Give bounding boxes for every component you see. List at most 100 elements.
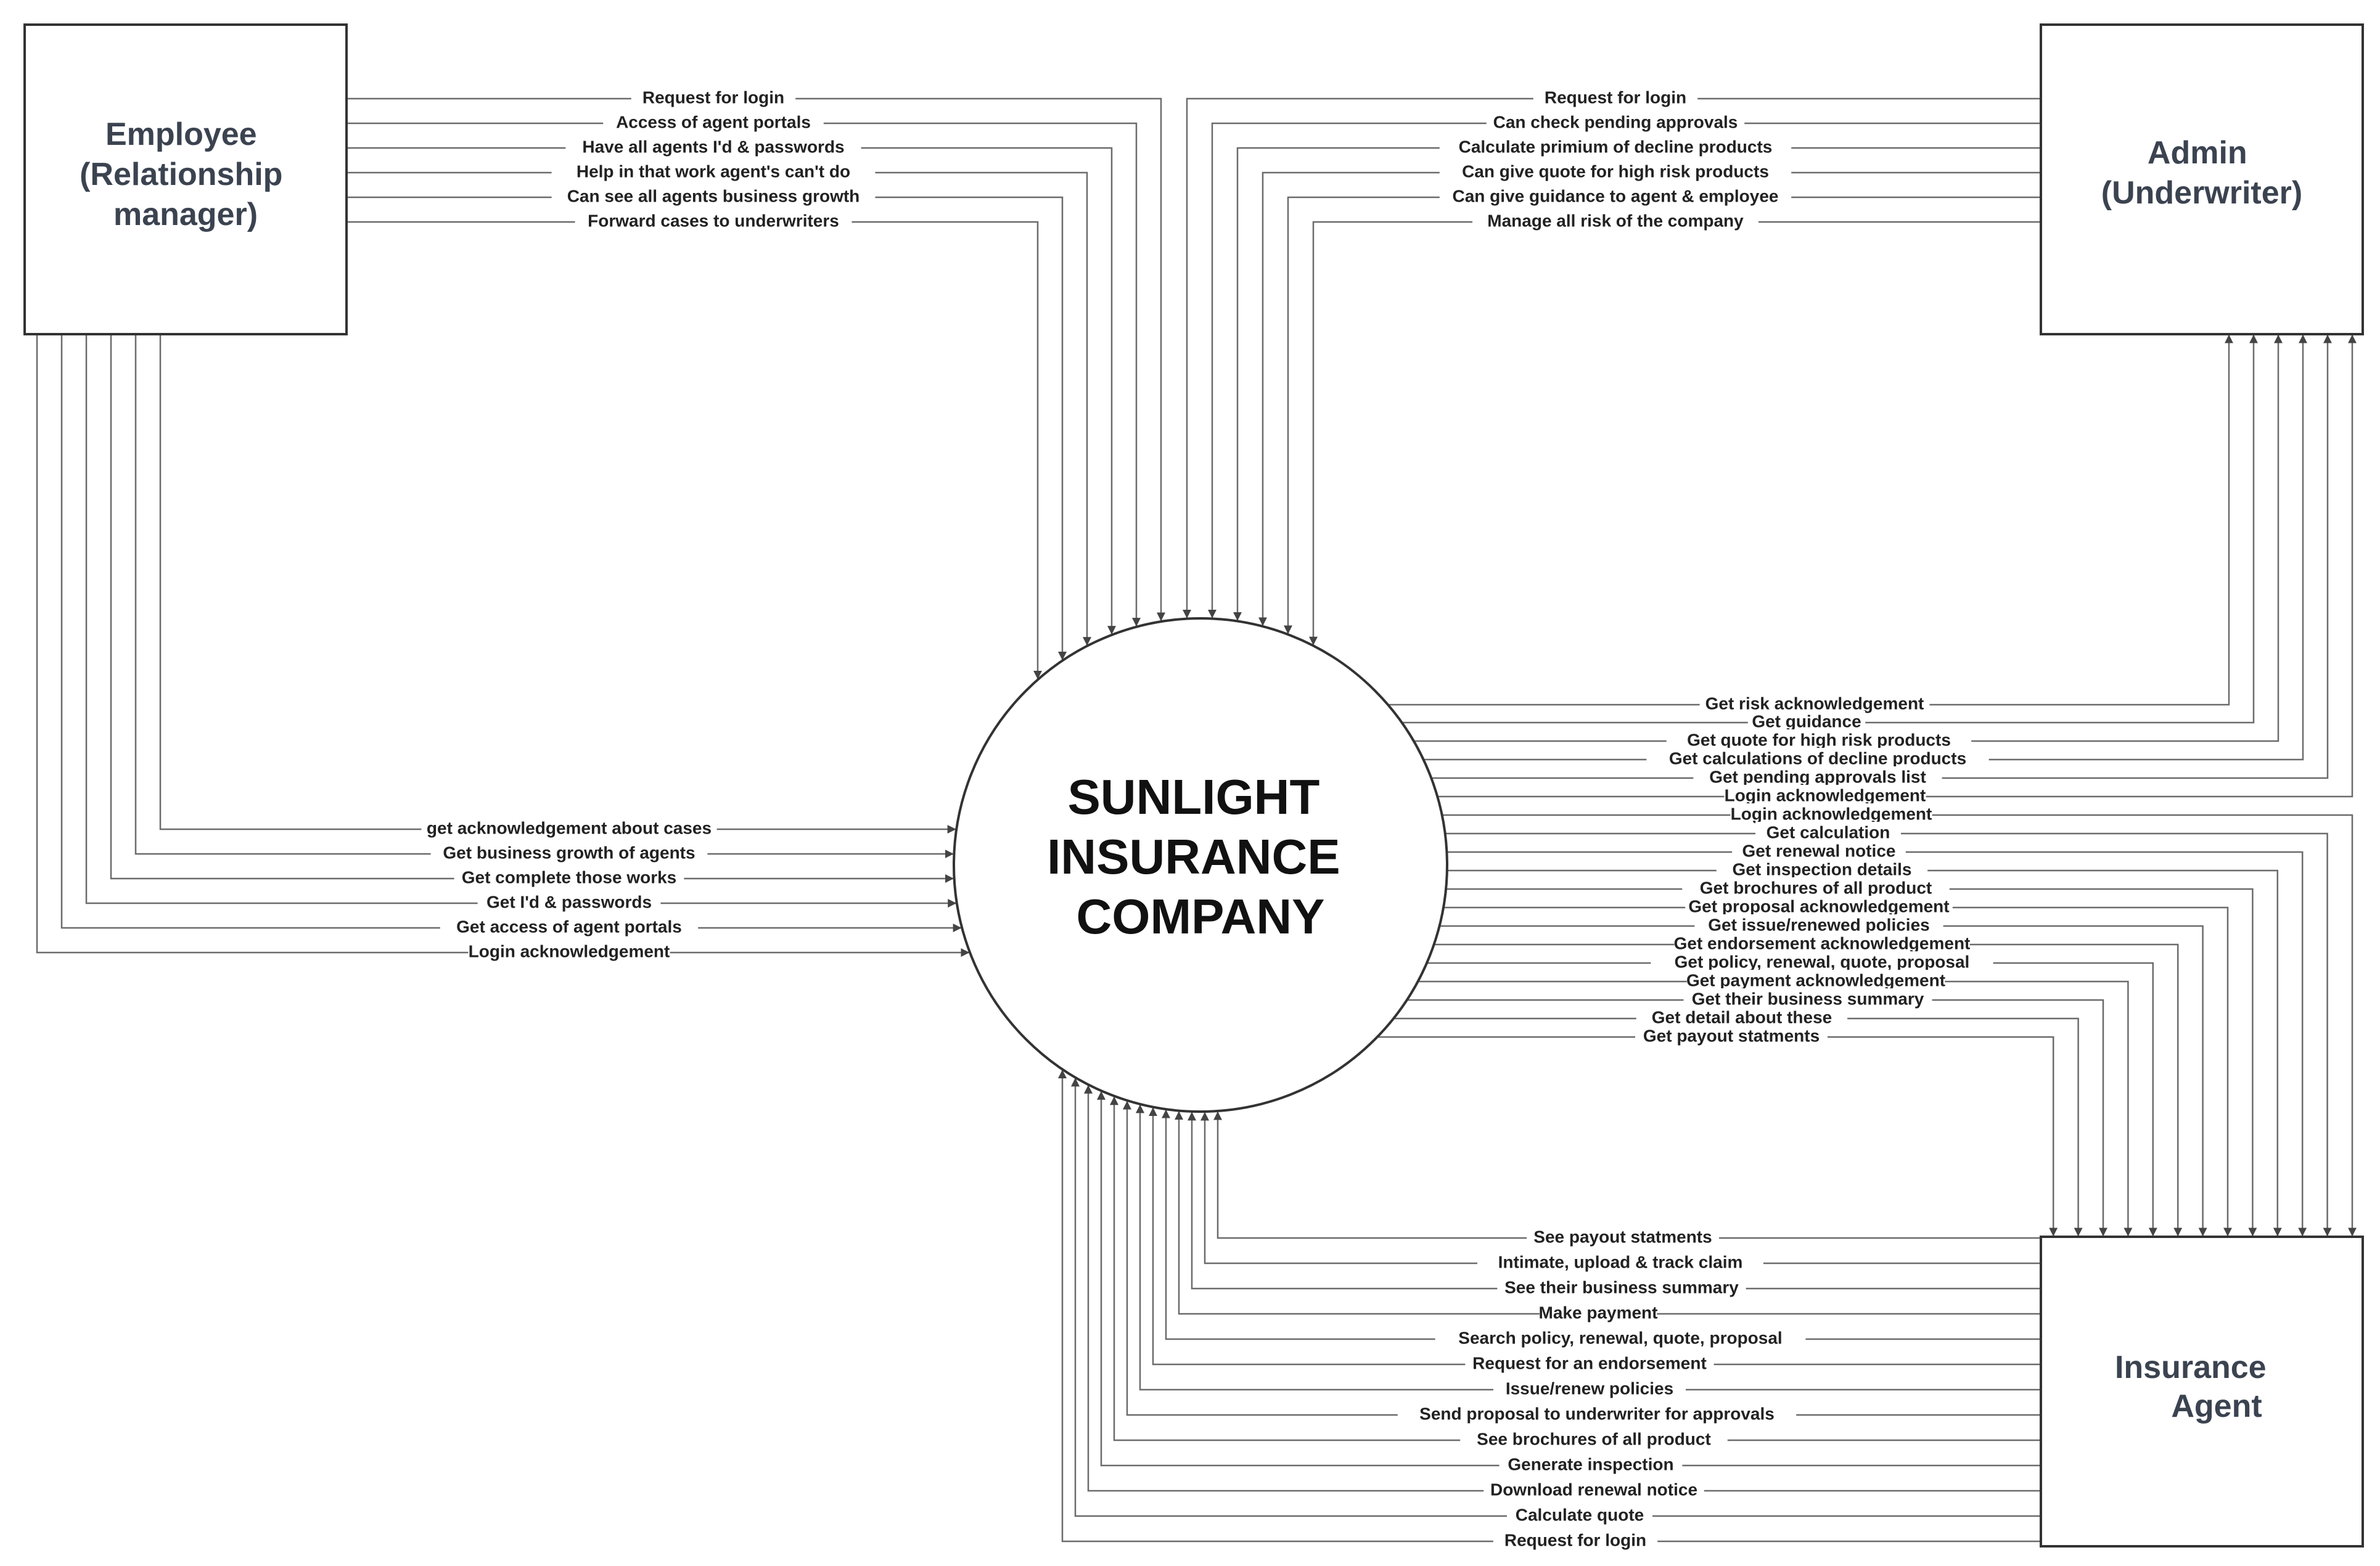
flow-company-to-admin-3-label-bg [1646, 748, 1989, 769]
flow-company-to-employee-2-label-bg [454, 867, 684, 888]
flow-company-to-employee-0-label-bg [421, 818, 717, 838]
flow-agent-to-company-6: Issue/renew policies [1136, 1104, 2041, 1399]
flow-agent-to-company-4-label: Search policy, renewal, quote, proposal [1458, 1329, 1782, 1348]
flow-company-to-admin-1-label-bg [1747, 711, 1866, 732]
flow-company-to-employee-0-arrow [159, 334, 956, 834]
flow-employee-to-company-2: Have all agents I'd & passwords [347, 136, 1116, 635]
flow-company-to-employee-0: get acknowledgement about cases [159, 334, 956, 838]
flow-company-to-admin-0-label: Get risk acknowledgement [1705, 694, 1924, 713]
flow-employee-to-company-0-label-bg [631, 87, 796, 108]
flow-admin-to-company-4-arrow [1284, 196, 2041, 634]
flow-company-to-agent-7-label-bg [1674, 933, 1970, 954]
flow-company-to-agent-4-label-bg [1682, 877, 1950, 898]
flow-company-to-admin-1: Get guidance [1401, 334, 2258, 732]
flow-agent-to-company-10-arrow [1084, 1084, 2041, 1492]
flow-company-to-agent-11-label-bg [1636, 1007, 1848, 1028]
flow-company-to-agent-5: Get proposal acknowledgement [1443, 896, 2232, 1237]
flow-company-to-agent-1-arrow [1445, 832, 2332, 1237]
flow-company-to-admin-0-arrow [1387, 334, 2233, 706]
flow-agent-to-company-6-label: Issue/renew policies [1506, 1379, 1673, 1398]
flow-agent-to-company-7: Send proposal to underwriter for approva… [1123, 1101, 2041, 1424]
flow-company-to-admin-2-label: Get quote for high risk products [1687, 731, 1951, 750]
flow-employee-to-company-4-label-bg [551, 186, 876, 207]
flow-company-to-agent-5-label: Get proposal acknowledgement [1688, 897, 1949, 916]
flow-company-to-agent-10-label: Get their business summary [1692, 990, 1924, 1009]
flow-employee-to-company-5-label: Forward cases to underwriters [588, 211, 839, 231]
flow-company-to-agent-12-arrow [1377, 1036, 2058, 1237]
flow-admin-to-company-0-label: Request for login [1545, 88, 1686, 107]
insurance-agent-entity[interactable]: Insurance Agent [2040, 1236, 2364, 1548]
flow-agent-to-company-10-label-bg [1483, 1479, 1704, 1500]
company-process-label: SUNLIGHT INSURANCE COMPANY [1047, 769, 1354, 944]
flow-agent-to-company-0-label-bg [1527, 1226, 1719, 1247]
employee-entity-label: Employee (Relationship manager) [80, 117, 292, 232]
flow-admin-to-company-3-label: Can give quote for high risk products [1462, 162, 1769, 181]
flow-agent-to-company-3-label-bg [1539, 1302, 1657, 1323]
flow-company-to-admin-2-label-bg [1666, 729, 1972, 750]
flow-company-to-employee-0-label: get acknowledgement about cases [427, 819, 712, 838]
flow-company-to-agent-1: Get calculation [1445, 822, 2332, 1237]
flow-agent-to-company-5-label-bg [1465, 1353, 1714, 1374]
flow-employee-to-company-3-arrow [347, 171, 1091, 646]
flow-agent-to-company-2-arrow [1188, 1112, 2041, 1290]
flow-company-to-agent-2-arrow [1446, 851, 2307, 1237]
flow-employee-to-company-2-label-bg [565, 136, 861, 157]
flow-agent-to-company-0-label: See payout statments [1533, 1228, 1712, 1247]
flow-company-to-agent-10-arrow [1406, 999, 2107, 1237]
flow-employee-to-company-0-label: Request for login [642, 88, 784, 107]
flow-company-to-agent-4-label: Get brochures of all product [1700, 879, 1932, 898]
flow-company-to-agent-6-label: Get issue/renewed policies [1708, 916, 1929, 935]
flow-agent-to-company-5-label: Request for an endorsement [1472, 1354, 1707, 1373]
flow-company-to-agent-3-label: Get inspection details [1733, 860, 1912, 879]
flow-admin-to-company-0-arrow [1183, 97, 2041, 619]
flow-agent-to-company-1-label: Intimate, upload & track claim [1498, 1253, 1743, 1272]
flow-agent-to-company-8-arrow [1110, 1096, 2041, 1441]
employee-entity[interactable]: Employee (Relationship manager) [23, 23, 348, 335]
flow-company-to-agent-12-label-bg [1635, 1025, 1828, 1046]
flow-admin-to-company-3-label-bg [1439, 161, 1792, 182]
flow-company-to-employee-1: Get business growth of agents [134, 334, 954, 863]
company-process[interactable]: SUNLIGHT INSURANCE COMPANY [953, 617, 1448, 1113]
flow-admin-to-company-3-arrow [1258, 171, 2041, 626]
flow-company-to-agent-12-label: Get payout statments [1643, 1027, 1820, 1046]
flow-company-to-agent-9-label-bg [1686, 970, 1945, 991]
flow-company-to-employee-5-label: Login acknowledgement [469, 942, 670, 961]
flow-company-to-employee-4-label: Get access of agent portals [456, 917, 682, 937]
flow-company-to-agent-3-label-bg [1716, 859, 1928, 880]
flow-company-to-admin-2: Get quote for high risk products [1413, 334, 2283, 750]
flow-agent-to-company-8: See brochures of all product [1110, 1096, 2041, 1449]
flow-company-to-employee-2: Get complete those works [110, 334, 954, 888]
flow-company-to-employee-4-label-bg [440, 916, 699, 937]
flow-company-to-agent-7-label: Get endorsement acknowledgement [1674, 934, 1971, 953]
flow-employee-to-company-5-arrow [347, 221, 1042, 679]
flow-agent-to-company-3: Make payment [1175, 1111, 2041, 1323]
flow-agent-to-company-11-label-bg [1507, 1504, 1652, 1525]
admin-entity[interactable]: Admin (Underwriter) [2040, 23, 2364, 335]
flow-company-to-admin-0: Get risk acknowledgement [1387, 334, 2233, 714]
flow-admin-to-company-0-label-bg [1533, 87, 1698, 108]
flow-company-to-agent-3: Get inspection details [1446, 859, 2282, 1237]
flow-admin-to-company-5-arrow [1309, 221, 2041, 646]
flow-admin-to-company-2: Calculate primium of decline products [1233, 136, 2041, 621]
insurance-agent-entity-label: Insurance Agent [2115, 1350, 2275, 1424]
flow-agent-to-company-2: See their business summary [1188, 1112, 2041, 1298]
flow-admin-to-company-5-label: Manage all risk of the company [1487, 211, 1744, 231]
flow-employee-to-company-2-label: Have all agents I'd & passwords [582, 137, 844, 157]
flow-agent-to-company-3-arrow [1175, 1111, 2041, 1315]
flow-employee-to-company-5: Forward cases to underwriters [347, 210, 1042, 679]
flow-agent-to-company-6-label-bg [1493, 1378, 1686, 1399]
flow-agent-to-company-1: Intimate, upload & track claim [1200, 1112, 2041, 1273]
flow-agent-to-company-9: Generate inspection [1097, 1091, 2041, 1475]
flow-employee-to-company-3: Help in that work agent's can't do [347, 161, 1091, 646]
flow-company-to-agent-2: Get renewal notice [1446, 840, 2307, 1237]
admin-entity-label: Admin (Underwriter) [2101, 135, 2302, 211]
flow-admin-to-company-3: Can give quote for high risk products [1258, 161, 2041, 626]
flow-company-to-admin-5-arrow [1437, 334, 2357, 798]
flow-company-to-employee-5: Login acknowledgement [36, 334, 970, 962]
flow-company-to-agent-6-arrow [1439, 925, 2207, 1237]
flow-company-to-admin-4: Get pending approvals list [1431, 334, 2332, 787]
flow-agent-to-company-11-label: Calculate quote [1516, 1506, 1644, 1525]
flow-agent-to-company-4: Search policy, renewal, quote, proposal [1162, 1109, 2041, 1348]
flow-company-to-employee-3-label: Get I'd & passwords [486, 893, 652, 912]
